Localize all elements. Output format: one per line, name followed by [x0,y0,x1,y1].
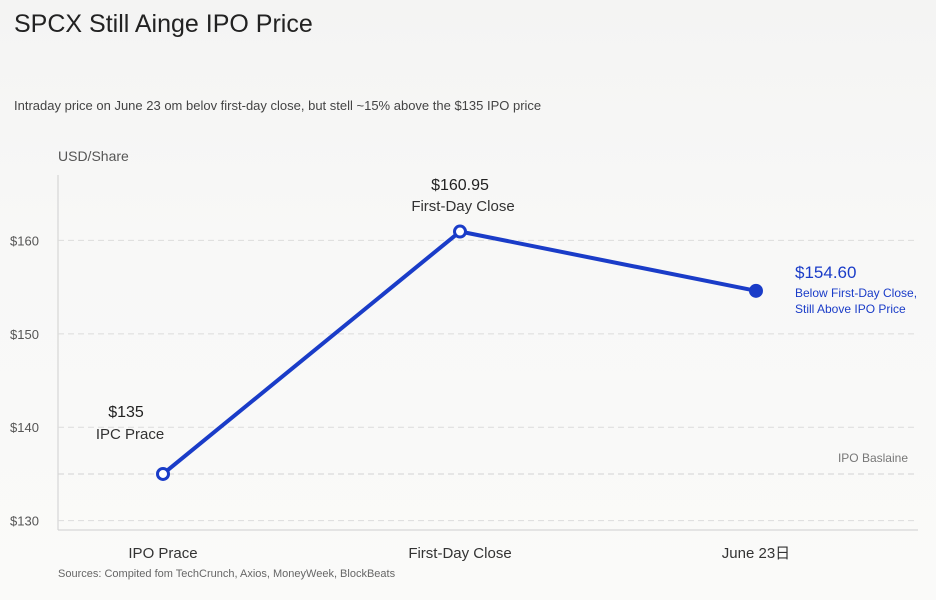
chart-title: SPCX Still Ainge IPO Price [14,10,313,38]
data-point-0 [156,466,170,481]
ipo-reference-label: IPO Baslaine [838,451,908,465]
label-layer: IPO Prace First-Day Close June 23日 $135 IPC … [96,177,917,562]
y-axis-label: USD/Share [58,148,129,164]
data-label-ipo-caption: IPC Prace [96,426,164,443]
x-tick-label-2: June 23日 [722,545,790,562]
source-note: Sources: Compited fom TechCrunch, Axios,… [58,568,396,580]
data-label-june23-caption-2: Still Above IPO Price [795,302,906,316]
price-line [161,229,758,476]
chart-subtitle: Intraday price on June 23 om belov first… [14,98,542,113]
data-label-first-day-caption: First-Day Close [411,198,514,215]
y-tick-label-130: $130 [10,514,39,529]
series-layer [156,224,763,481]
y-tick-label-140: $140 [10,420,39,435]
y-tick-label-160: $160 [10,233,39,248]
x-tick-label-0: IPO Prace [128,545,197,562]
data-label-ipo-value: $135 [108,404,144,421]
data-label-first-day-value: $160.95 [431,177,489,194]
grid-layer: $130 $140 $150 $160 [10,233,918,529]
x-tick-label-1: First-Day Close [408,545,511,562]
reference-layer: IPO Baslaine [58,451,918,475]
data-label-june23-caption-1: Below First-Day Close, [795,286,917,300]
data-label-june23-value: $154.60 [795,263,856,282]
data-point-2 [749,283,763,298]
y-tick-label-150: $150 [10,327,39,342]
data-point-1 [453,224,467,239]
